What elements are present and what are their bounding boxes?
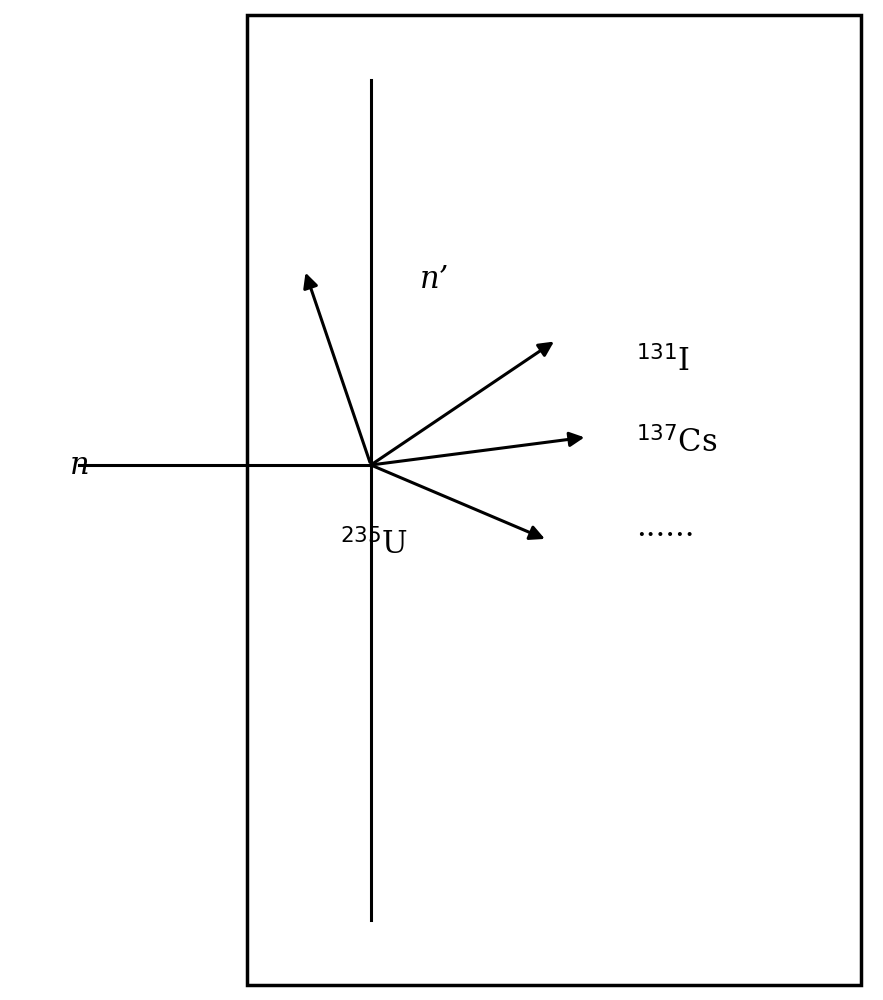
Text: $^{137}$Cs: $^{137}$Cs <box>636 427 717 459</box>
Text: n: n <box>70 450 89 481</box>
Text: n’: n’ <box>419 264 449 296</box>
Text: $^{131}$I: $^{131}$I <box>636 346 690 378</box>
Text: $^{235}$U: $^{235}$U <box>340 529 408 561</box>
Text: ......: ...... <box>636 512 694 544</box>
FancyBboxPatch shape <box>247 15 861 985</box>
